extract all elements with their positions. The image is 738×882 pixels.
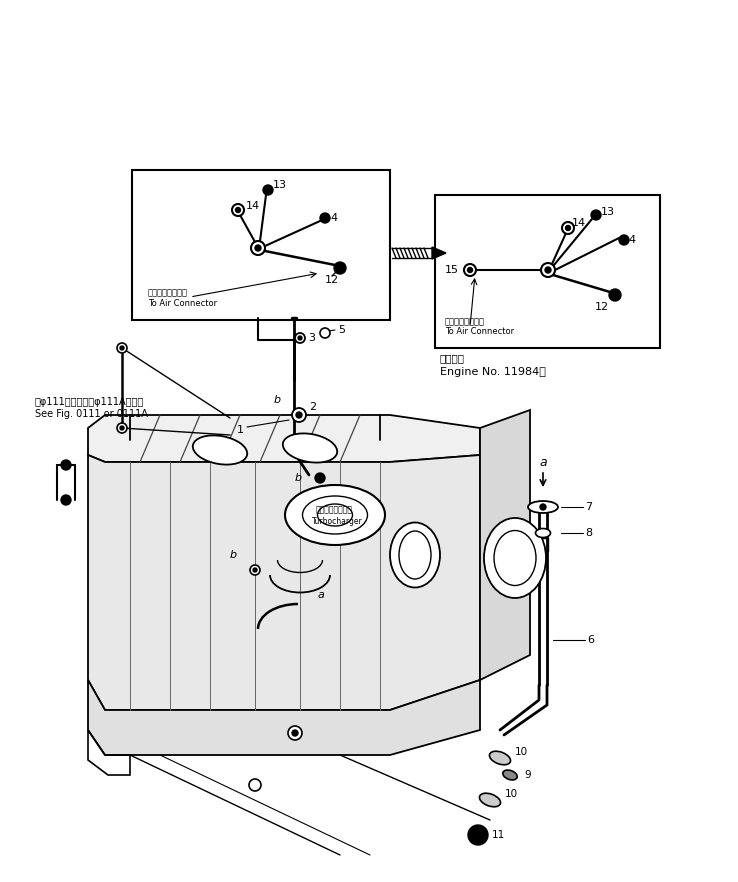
Text: 10: 10	[505, 789, 518, 799]
Text: 6: 6	[587, 635, 594, 645]
Circle shape	[255, 245, 261, 251]
Circle shape	[249, 779, 261, 791]
Text: See Fig. 0111 or 0111A: See Fig. 0111 or 0111A	[35, 409, 148, 419]
Text: 5: 5	[338, 325, 345, 335]
Polygon shape	[88, 680, 480, 755]
Text: 2: 2	[309, 402, 316, 412]
Polygon shape	[88, 415, 480, 462]
Circle shape	[320, 328, 330, 338]
Text: 12: 12	[595, 302, 609, 312]
Ellipse shape	[489, 751, 511, 765]
Circle shape	[298, 336, 302, 340]
Circle shape	[292, 730, 298, 736]
Circle shape	[120, 426, 124, 430]
Circle shape	[334, 262, 346, 274]
Text: a: a	[318, 590, 325, 600]
Ellipse shape	[528, 501, 558, 513]
Text: 適用号機: 適用号機	[440, 353, 465, 363]
Circle shape	[250, 565, 260, 575]
Bar	[132, 170, 390, 320]
Polygon shape	[432, 247, 446, 259]
Circle shape	[565, 226, 570, 230]
Text: To Air Connector: To Air Connector	[445, 327, 514, 337]
Ellipse shape	[283, 433, 337, 462]
Circle shape	[591, 210, 601, 220]
Text: 14: 14	[246, 201, 260, 211]
Circle shape	[120, 346, 124, 350]
Text: b: b	[295, 473, 302, 483]
Circle shape	[232, 204, 244, 216]
Circle shape	[540, 504, 546, 510]
Circle shape	[619, 235, 629, 245]
Text: 4: 4	[330, 213, 337, 223]
Ellipse shape	[484, 518, 546, 598]
Circle shape	[562, 222, 574, 234]
Circle shape	[292, 408, 306, 422]
Circle shape	[251, 241, 265, 255]
Ellipse shape	[303, 496, 368, 534]
Ellipse shape	[480, 793, 500, 807]
Circle shape	[320, 213, 330, 223]
Circle shape	[609, 289, 621, 301]
Text: ターボチャージャ: ターボチャージャ	[316, 505, 353, 514]
Ellipse shape	[503, 770, 517, 780]
Bar	[435, 195, 660, 348]
Circle shape	[468, 825, 488, 845]
Circle shape	[117, 423, 127, 433]
Circle shape	[61, 495, 71, 505]
Text: 4: 4	[628, 235, 635, 245]
Text: 13: 13	[273, 180, 287, 190]
Circle shape	[315, 473, 325, 483]
Text: b: b	[230, 550, 237, 560]
Text: 11: 11	[492, 830, 506, 840]
Circle shape	[117, 343, 127, 353]
Text: 3: 3	[308, 333, 315, 343]
Text: a: a	[539, 455, 547, 468]
Circle shape	[296, 412, 302, 418]
Circle shape	[545, 267, 551, 273]
Polygon shape	[480, 410, 530, 680]
Text: 第φ111図または第φ111A図参照: 第φ111図または第φ111A図参照	[35, 397, 144, 407]
Circle shape	[295, 333, 305, 343]
Text: 10: 10	[515, 747, 528, 757]
Ellipse shape	[536, 528, 551, 537]
Text: 9: 9	[524, 770, 531, 780]
Text: 14: 14	[572, 218, 586, 228]
Text: Turbocharger: Turbocharger	[312, 518, 363, 527]
Circle shape	[61, 460, 71, 470]
Circle shape	[467, 267, 472, 273]
Text: 8: 8	[585, 528, 592, 538]
Polygon shape	[88, 455, 480, 710]
Circle shape	[288, 726, 302, 740]
Text: To Air Connector: To Air Connector	[148, 298, 217, 308]
Text: エアーコネクタヘ: エアーコネクタヘ	[148, 288, 188, 297]
Ellipse shape	[193, 436, 247, 465]
Circle shape	[235, 207, 241, 213]
Text: 7: 7	[585, 502, 592, 512]
Text: エアーコネクタヘ: エアーコネクタヘ	[445, 318, 485, 326]
Text: 1: 1	[237, 425, 244, 435]
Ellipse shape	[390, 522, 440, 587]
Ellipse shape	[494, 530, 536, 586]
Text: 12: 12	[325, 275, 339, 285]
Ellipse shape	[285, 485, 385, 545]
Circle shape	[253, 568, 257, 572]
Text: Engine No. 11984～: Engine No. 11984～	[440, 367, 546, 377]
Text: 13: 13	[601, 207, 615, 217]
Text: 15: 15	[445, 265, 459, 275]
Text: b: b	[274, 395, 281, 405]
Ellipse shape	[399, 531, 431, 579]
Circle shape	[541, 263, 555, 277]
Circle shape	[464, 264, 476, 276]
Ellipse shape	[317, 504, 353, 526]
Circle shape	[263, 185, 273, 195]
